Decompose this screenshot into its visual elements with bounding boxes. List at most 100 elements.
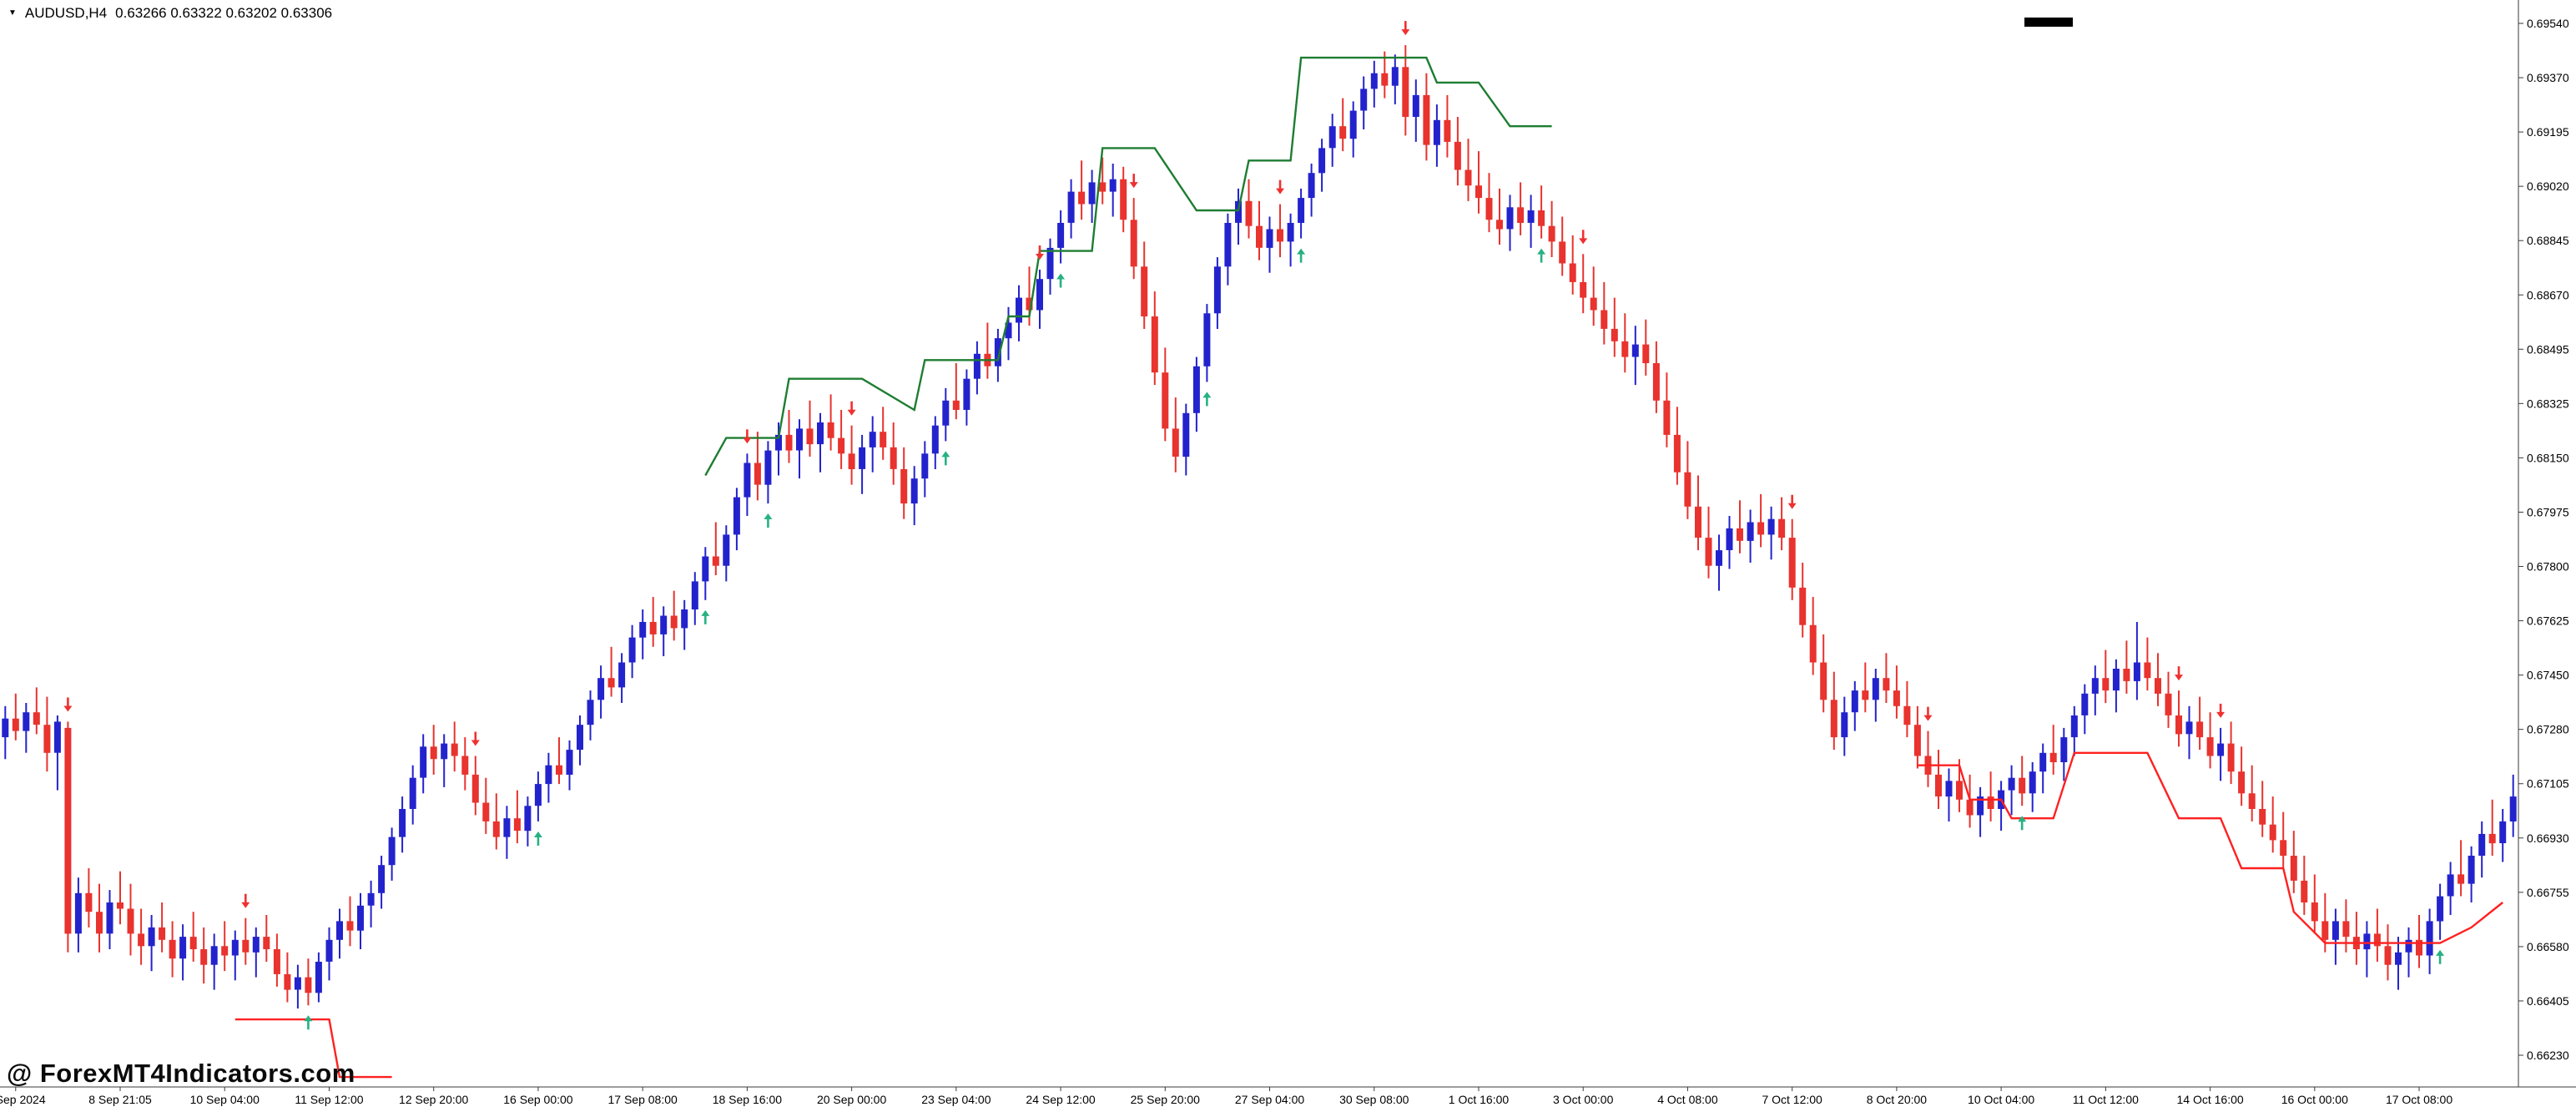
- candle-body: [2165, 693, 2172, 715]
- time-axis-label: 4 Oct 08:00: [1657, 1093, 1718, 1106]
- time-axis-label: 27 Sep 04:00: [1235, 1093, 1305, 1106]
- candle-body: [1684, 472, 1691, 507]
- candle-body: [1412, 94, 1419, 117]
- candle-body: [1747, 522, 1754, 541]
- candle-body: [681, 609, 688, 629]
- candle-body: [2426, 921, 2433, 956]
- signal-arrow-up-icon: [764, 513, 773, 528]
- candle-wick: [192, 912, 194, 962]
- candle-body: [1192, 366, 1200, 413]
- candle-body: [639, 622, 647, 638]
- candle-body: [1705, 538, 1712, 566]
- time-axis-label: 24 Sep 12:00: [1026, 1093, 1096, 1106]
- candle-body: [1716, 550, 1722, 566]
- candle-body: [503, 818, 511, 837]
- candle-body: [775, 434, 782, 451]
- candle-body: [754, 463, 761, 485]
- candle-body: [513, 818, 521, 832]
- candle-body: [723, 534, 730, 566]
- candle-wick: [443, 734, 446, 787]
- signal-arrow-down-icon: [1787, 494, 1797, 509]
- candle-body: [2405, 939, 2412, 953]
- candle-body: [796, 428, 803, 451]
- candle-wick: [652, 597, 654, 647]
- candle-body: [1611, 328, 1618, 341]
- price-axis-label: 0.68845: [2527, 234, 2569, 247]
- candle-wick: [516, 790, 518, 844]
- candle-body: [1956, 781, 1963, 800]
- candle-body: [869, 432, 876, 447]
- candle-body: [2311, 902, 2318, 922]
- candle-body: [973, 353, 980, 379]
- candle-body: [1318, 148, 1326, 174]
- signal-arrow-down-icon: [743, 429, 752, 444]
- price-axis-label: 0.69540: [2527, 17, 2569, 30]
- candle-body: [1788, 538, 1796, 588]
- candle-body: [284, 973, 291, 990]
- candle-body: [1862, 690, 1869, 700]
- candle-body: [2280, 840, 2287, 856]
- candle-body: [2196, 721, 2204, 738]
- candle-body: [942, 400, 950, 426]
- candle-body: [2509, 796, 2517, 821]
- candle-body: [1026, 297, 1033, 311]
- candle-wick: [119, 871, 121, 925]
- candle-body: [1569, 263, 1576, 282]
- candle-body: [117, 902, 124, 909]
- candle-body: [1433, 119, 1440, 145]
- candle-body: [838, 437, 845, 454]
- candle-body: [2342, 921, 2350, 938]
- candle-wick: [2052, 725, 2054, 775]
- time-axis-label: 25 Sep 20:00: [1131, 1093, 1201, 1106]
- candle-body: [1830, 700, 1837, 738]
- chart-symbol-header: ▼ AUDUSD,H4 0.63266 0.63322 0.63202 0.63…: [8, 5, 332, 22]
- candle-body: [2144, 662, 2151, 679]
- price-axis[interactable]: 0.69540 0.69370 0.69195 0.69020 0.68845 0.686…: [2518, 17, 2569, 1062]
- candle-body: [1809, 624, 1817, 663]
- candle-body: [1120, 179, 1127, 220]
- chart-scroll-indicator[interactable]: [2024, 18, 2073, 27]
- candle-wick: [14, 693, 17, 741]
- signal-arrow-up-icon: [1537, 248, 1546, 263]
- candle-body: [210, 946, 218, 965]
- candle-body: [1464, 169, 1472, 186]
- candle-wick: [2407, 927, 2410, 978]
- candle-wick: [714, 522, 717, 575]
- candle-body: [994, 338, 1001, 366]
- candle-body: [2458, 874, 2465, 884]
- signal-arrow-down-icon: [63, 697, 73, 712]
- price-axis-label: 0.66580: [2527, 940, 2569, 953]
- candle-body: [1663, 400, 1671, 435]
- candles-layer: [2, 45, 2517, 1008]
- price-axis-label: 0.66930: [2527, 832, 2569, 845]
- candle-body: [2081, 693, 2089, 715]
- time-axis-label: 10 Oct 04:00: [1968, 1093, 2034, 1106]
- candle-body: [524, 806, 532, 832]
- candle-body: [74, 892, 82, 934]
- signal-arrow-up-icon: [2436, 949, 2445, 964]
- candle-body: [1673, 434, 1681, 473]
- price-axis-label: 0.68325: [2527, 397, 2569, 410]
- candle-body: [1642, 344, 1650, 363]
- candle-body: [2175, 715, 2182, 735]
- candle-body: [1099, 182, 1107, 192]
- candle-body: [1224, 223, 1232, 267]
- symbol-marker-icon: ▼: [8, 8, 17, 18]
- candle-wick: [2460, 840, 2463, 897]
- candle-body: [2049, 752, 2057, 762]
- candle-wick: [2271, 796, 2274, 853]
- candle-body: [169, 939, 176, 959]
- time-axis-label: 16 Sep 00:00: [503, 1093, 573, 1106]
- candle-body: [336, 921, 343, 940]
- candle-body: [1621, 341, 1629, 357]
- candle-body: [2478, 833, 2486, 856]
- candle-body: [2008, 777, 2015, 791]
- candle-body: [388, 837, 396, 866]
- time-axis[interactable]: 5 Sep 2024 8 Sep 21:05 10 Sep 04:00 11 Sep …: [0, 1087, 2452, 1106]
- candle-body: [252, 937, 260, 953]
- candle-body: [471, 774, 479, 803]
- candle-body: [1737, 528, 1743, 541]
- candle-body: [1256, 225, 1263, 248]
- candle-body: [733, 497, 740, 535]
